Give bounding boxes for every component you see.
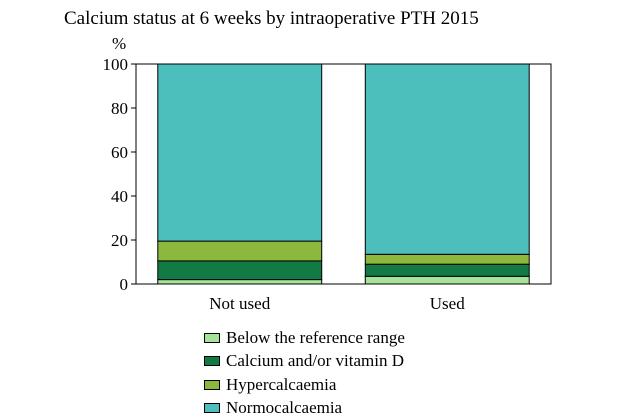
y-tick-label: 60 [111, 143, 128, 162]
bar-segment-hypercalcaemia-used [364, 253, 530, 265]
legend-item: Calcium and/or vitamin D [204, 350, 405, 374]
legend-item: Hypercalcaemia [204, 373, 405, 397]
legend-label: Below the reference range [226, 327, 405, 347]
bar-segment-normocalcaemia-used [364, 63, 530, 255]
y-tick-label: 40 [111, 187, 128, 206]
legend: Below the reference range Calcium and/or … [204, 326, 405, 420]
legend-label: Hypercalcaemia [226, 374, 337, 394]
chart-title: Calcium status at 6 weeks by intraoperat… [64, 8, 479, 29]
legend-swatch [204, 379, 220, 390]
bar-segment-normocalcaemia-not-used [157, 63, 323, 242]
legend-swatch [204, 332, 220, 343]
x-tick-label: Not used [209, 294, 270, 313]
bar-segment-below-the-reference-range-not-used [157, 279, 323, 285]
bar-group [157, 63, 530, 285]
y-tick-label: 0 [120, 275, 129, 294]
legend-item: Below the reference range [204, 326, 405, 350]
legend-item: Normocalcaemia [204, 397, 405, 420]
y-tick-label: 80 [111, 99, 128, 118]
x-tick-label: Used [430, 294, 465, 313]
y-tick-label: 20 [111, 231, 128, 250]
plot-frame [135, 63, 552, 285]
y-tick-label: 100 [103, 55, 129, 74]
bar-segment-hypercalcaemia-not-used [157, 240, 323, 262]
x-axis: Not used Used [209, 294, 465, 313]
legend-swatch [204, 356, 220, 367]
legend-label: Normocalcaemia [226, 398, 343, 418]
bar-segment-below-the-reference-range-used [364, 275, 530, 285]
bar-segment-calcium-and-or-vitamin-d-used [364, 263, 530, 277]
y-axis: 0 20 40 60 80 100 [103, 55, 136, 294]
bar-segment-calcium-and-or-vitamin-d-not-used [157, 260, 323, 281]
legend-label: Calcium and/or vitamin D [226, 351, 404, 371]
legend-swatch [204, 403, 220, 414]
y-axis-label: % [112, 34, 127, 53]
